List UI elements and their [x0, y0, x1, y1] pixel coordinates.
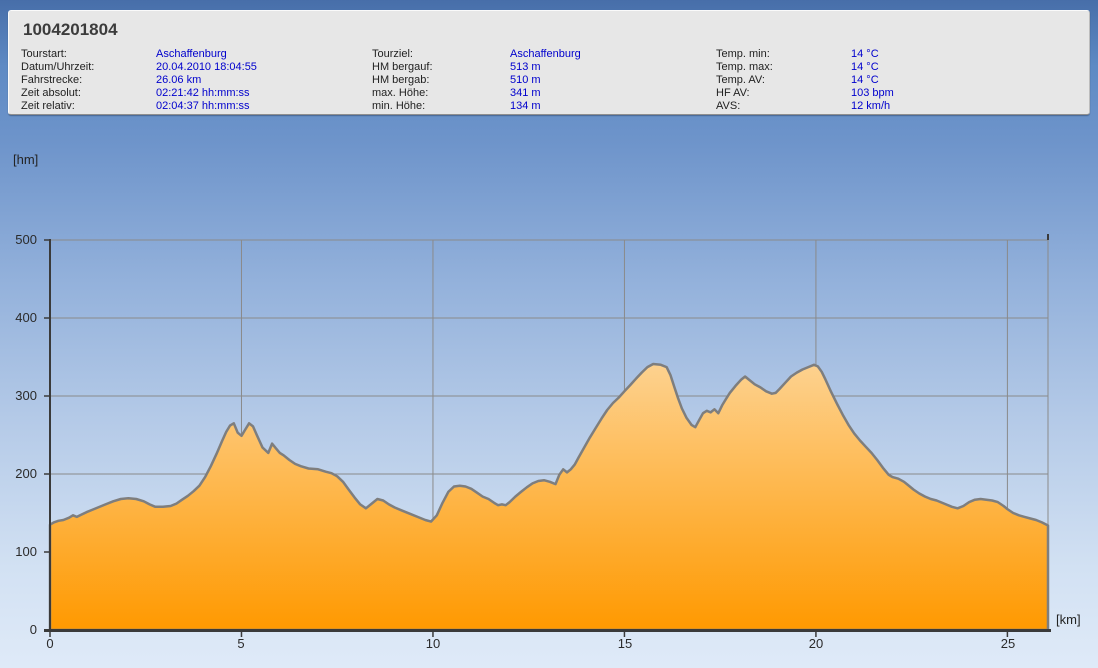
info-label: Tourstart: — [21, 48, 67, 60]
info-value: 02:21:42 hh:mm:ss — [156, 87, 250, 99]
info-label: max. Höhe: — [372, 87, 429, 99]
y-tick-label: 400 — [15, 310, 37, 325]
y-axis-unit-label: [hm] — [13, 152, 39, 167]
info-value: 341 m — [510, 87, 541, 99]
y-tick-label: 0 — [29, 622, 37, 637]
elevation-area — [48, 362, 1050, 632]
x-tick-label: 5 — [237, 636, 245, 651]
info-label: min. Höhe: — [372, 100, 426, 112]
info-label: Tourziel: — [372, 48, 413, 60]
info-label: Temp. max: — [716, 61, 773, 73]
x-tick-label: 0 — [46, 636, 54, 651]
info-value: 510 m — [510, 74, 541, 86]
info-value: 12 km/h — [851, 100, 891, 112]
info-label: Zeit relativ: — [21, 100, 75, 112]
info-value: 02:04:37 hh:mm:ss — [156, 100, 250, 112]
info-value: 513 m — [510, 61, 541, 73]
info-value: Aschaffenburg — [156, 48, 227, 60]
tour-info-panel: 1004201804 Tourstart: Aschaffenburg Datum… — [8, 10, 1090, 115]
info-column-elevation: Tourziel: Aschaffenburg HM bergauf: 513 m … — [372, 48, 581, 113]
info-value: Aschaffenburg — [510, 48, 581, 60]
info-label: Zeit absolut: — [21, 87, 81, 99]
axes — [44, 234, 1051, 637]
y-tick-label: 100 — [15, 544, 37, 559]
info-value: 134 m — [510, 100, 541, 112]
x-tick-label: 10 — [425, 636, 441, 651]
y-tick-label: 300 — [15, 388, 37, 403]
x-tick-label: 25 — [1000, 636, 1016, 651]
info-value: 20.04.2010 18:04:55 — [156, 61, 257, 73]
tour-title: 1004201804 — [23, 20, 118, 39]
info-value: 103 bpm — [851, 87, 894, 99]
y-tick-label: 500 — [15, 232, 37, 247]
info-label: HF AV: — [716, 87, 750, 99]
info-label: Datum/Uhrzeit: — [21, 61, 95, 73]
x-axis-unit-label: [km] — [1056, 612, 1081, 627]
info-label: Temp. AV: — [716, 74, 765, 86]
info-label: Temp. min: — [716, 48, 770, 60]
info-value: 14 °C — [851, 61, 879, 73]
x-tick-label: 15 — [617, 636, 633, 651]
info-label: AVS: — [716, 100, 741, 112]
info-value: 14 °C — [851, 74, 879, 86]
x-tick-label: 20 — [808, 636, 824, 651]
info-value: 14 °C — [851, 48, 879, 60]
info-label: HM bergauf: — [372, 61, 433, 73]
info-label: HM bergab: — [372, 74, 430, 86]
y-tick-label: 200 — [15, 466, 37, 481]
info-column-start: Tourstart: Aschaffenburg Datum/Uhrzeit: 20… — [21, 48, 257, 113]
info-column-temperature: Temp. min: 14 °C Temp. max: 14 °C Temp. AV… — [716, 48, 894, 113]
info-value: 26.06 km — [156, 74, 202, 86]
info-label: Fahrstrecke: — [21, 74, 83, 86]
